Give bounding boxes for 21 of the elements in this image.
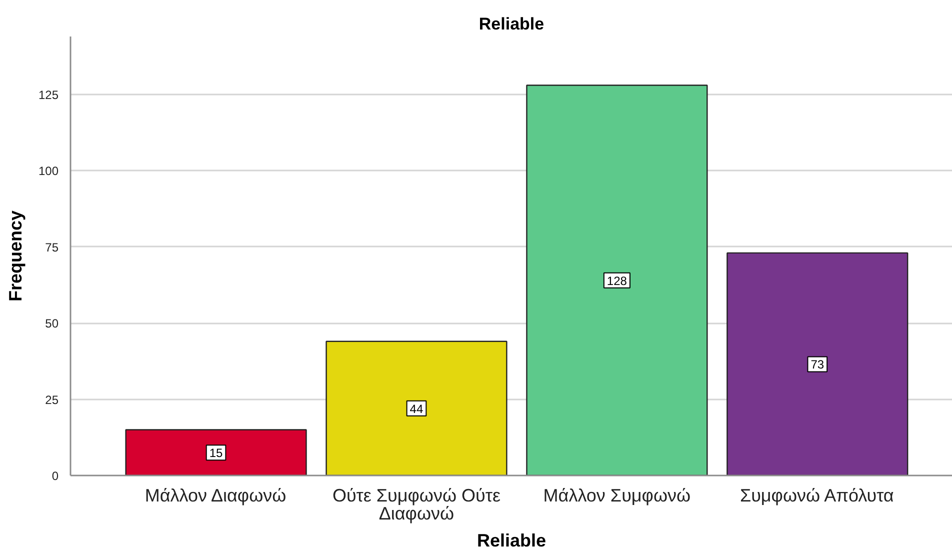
bar bbox=[326, 340, 508, 476]
x-tick-label: Συμφωνώ Απόλυτα bbox=[740, 486, 894, 506]
bar bbox=[125, 429, 307, 476]
x-axis-title: Reliable bbox=[476, 530, 546, 550]
y-tick-label: 25 bbox=[45, 392, 59, 407]
data-label: 128 bbox=[606, 274, 628, 288]
bar bbox=[526, 84, 708, 476]
y-tick-label: 75 bbox=[45, 240, 59, 254]
y-tick-label: 50 bbox=[45, 316, 59, 331]
y-tick-label: 125 bbox=[38, 88, 59, 102]
y-tick-label: 100 bbox=[38, 164, 59, 178]
data-label: 15 bbox=[209, 446, 224, 460]
y-axis-title: Frequency bbox=[5, 210, 26, 302]
x-tick-label: Μάλλον Συμφωνώ bbox=[543, 486, 691, 506]
chart-title: Reliable bbox=[478, 14, 544, 34]
y-tick-label: 0 bbox=[52, 469, 59, 483]
bar bbox=[726, 252, 908, 476]
data-label: 73 bbox=[810, 358, 824, 372]
x-tick-label: Ούτε Συμφωνώ Ούτε Διαφωνώ bbox=[332, 486, 501, 524]
data-label: 44 bbox=[410, 402, 424, 416]
x-tick-label: Μάλλον Διαφωνώ bbox=[144, 486, 286, 506]
